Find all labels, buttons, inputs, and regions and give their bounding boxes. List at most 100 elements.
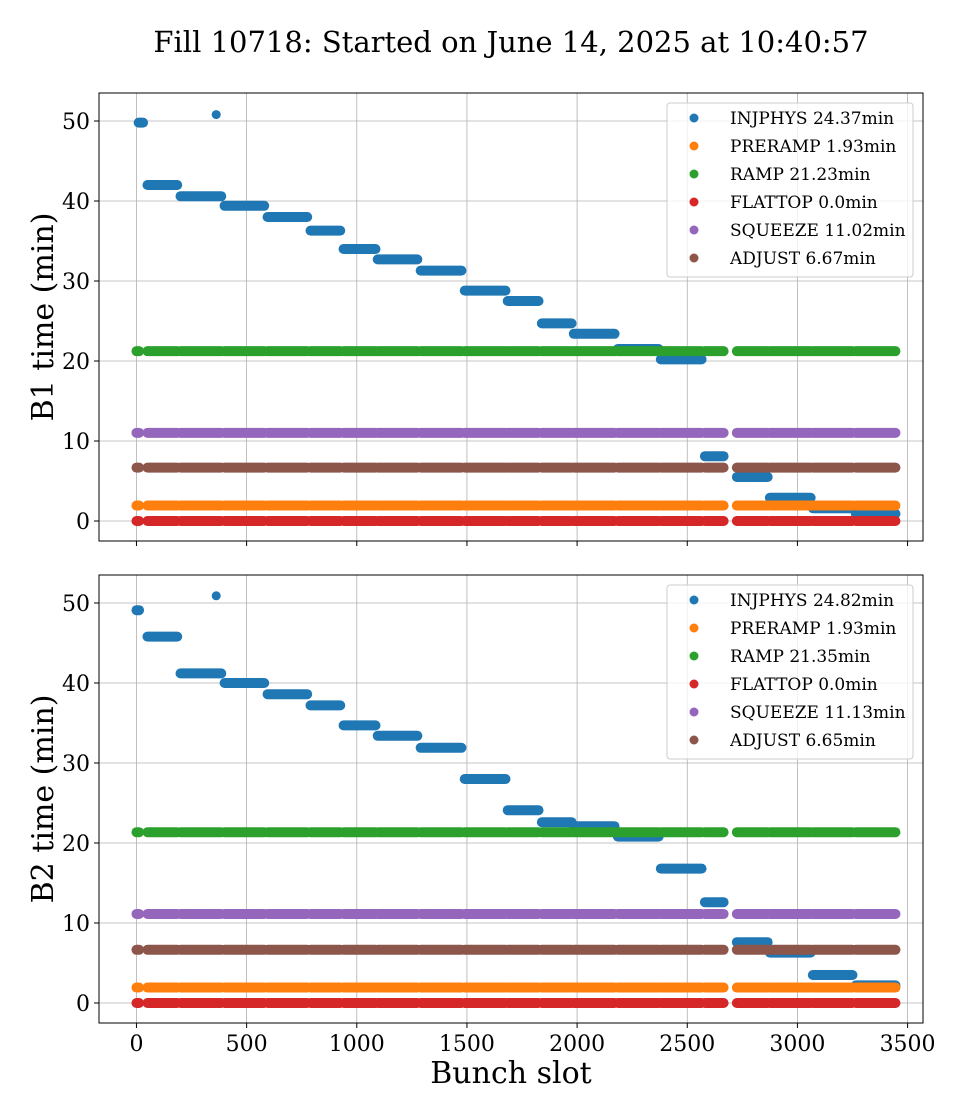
b2-preramp-point: [731, 982, 773, 993]
b1-preramp-point: [305, 500, 346, 511]
b2-squeeze-point: [764, 908, 816, 919]
b2-preramp-point: [568, 982, 620, 993]
b2-flattop-point: [764, 998, 816, 1008]
b2-injphys-point: [338, 720, 381, 731]
b2-preramp-point: [655, 982, 707, 993]
b1-ramp-point: [415, 346, 467, 357]
b2-x-tick-label: 0: [129, 1032, 143, 1057]
b1-flattop-point: [131, 516, 145, 526]
b1-flattop-point: [502, 516, 544, 526]
b2-squeeze-point: [415, 908, 467, 919]
b1-legend-marker-injphys: [689, 113, 699, 123]
b2-adjust-point: [175, 944, 227, 955]
b1-ramp-point: [131, 346, 145, 357]
b2-adjust-point: [807, 944, 858, 955]
b1-injphys-point: [655, 354, 707, 365]
b2-squeeze-point: [372, 908, 423, 919]
b2-adjust-point: [850, 944, 901, 955]
b2-y-axis-label: B2 time (min): [26, 695, 61, 904]
b1-injphys-point: [142, 180, 183, 190]
b1-squeeze-point: [142, 427, 183, 438]
b1-flattop-point: [262, 516, 313, 526]
b2-flattop-point: [142, 998, 183, 1008]
b1-adjust-point: [219, 462, 270, 473]
b2-ramp-point: [415, 827, 467, 838]
b1-y-tick-label: 50: [62, 110, 90, 135]
b2-injphys-point: [372, 730, 423, 741]
b2-injphys-point: [305, 700, 346, 711]
b1-preramp-point: [175, 500, 227, 511]
b1-preramp-point: [502, 500, 544, 511]
b1-injphys-point: [731, 472, 773, 482]
b1-injphys-point: [764, 492, 816, 503]
b2-flattop-point: [262, 998, 313, 1008]
b2-preramp-point: [536, 982, 577, 993]
b1-preramp-point: [459, 500, 511, 511]
b2-injphys-point: [536, 817, 577, 828]
b1-ramp-point: [262, 346, 313, 357]
b2-adjust-point: [764, 944, 816, 955]
b1-injphys-point: [262, 212, 313, 222]
b2-flattop-point: [219, 998, 270, 1008]
b1-flattop-point: [850, 516, 901, 526]
b1-adjust-point: [415, 462, 467, 473]
b2-adjust-point: [305, 944, 346, 955]
b1-adjust-point: [459, 462, 511, 473]
b1-squeeze-point: [338, 427, 381, 438]
b1-adjust-point: [372, 462, 423, 473]
b2-injphys-point: [731, 937, 773, 948]
b2-injphys-point: [807, 970, 858, 980]
b1-adjust-point: [536, 462, 577, 473]
b2-preramp-point: [142, 982, 183, 993]
b1-adjust-point: [305, 462, 346, 473]
b2-flattop-point: [612, 998, 664, 1008]
b1-preramp-point: [568, 500, 620, 511]
b1-ramp-point: [459, 346, 511, 357]
b2-ramp-point: [807, 827, 858, 838]
b2-ramp-point: [568, 827, 620, 838]
b1-injphys-point: [219, 200, 270, 211]
b2-adjust-point: [338, 944, 381, 955]
b1-preramp-point: [219, 500, 270, 511]
b2-x-tick-label: 1500: [439, 1032, 495, 1057]
b2-x-tick-label: 3000: [769, 1032, 825, 1057]
b2-injphys-point: [415, 742, 467, 753]
b1-injphys-point: [568, 328, 620, 339]
b1-legend-label-flattop: FLATTOP 0.0min: [730, 193, 878, 213]
b2-preramp-point: [612, 982, 664, 993]
b2-x-tick-label: 1000: [329, 1032, 385, 1057]
b1-squeeze-point: [699, 427, 729, 438]
b2-ramp-point: [655, 827, 707, 838]
b1-injphys-point: [536, 318, 577, 329]
b1-preramp-point: [655, 500, 707, 511]
b1-squeeze-point: [459, 427, 511, 438]
b1-injphys-point: [372, 254, 423, 265]
b2-preramp-point: [131, 982, 145, 993]
b1-injphys-point: [459, 285, 511, 296]
b1-preramp-point: [731, 500, 773, 511]
b1-adjust-point: [699, 462, 729, 473]
b1-squeeze-point: [219, 427, 270, 438]
b2-preramp-point: [764, 982, 816, 993]
b2-y-tick-label: 20: [62, 832, 90, 857]
b2-plot-frame: [98, 574, 924, 1024]
b1-flattop-point: [655, 516, 707, 526]
b1-adjust-point: [338, 462, 381, 473]
b2-ramp-point: [175, 827, 227, 838]
b1-squeeze-point: [415, 427, 467, 438]
b1-injphys-point: [211, 110, 221, 120]
b2-ramp-point: [536, 827, 577, 838]
b1-legend-marker-preramp: [689, 141, 699, 151]
b2-adjust-point: [568, 944, 620, 955]
b1-adjust-point: [850, 462, 901, 473]
b1-preramp-point: [372, 500, 423, 511]
b2-preramp-point: [699, 982, 729, 993]
b2-preramp-point: [415, 982, 467, 993]
b2-squeeze-point: [219, 908, 270, 919]
b2-flattop-point: [731, 998, 773, 1008]
b1-flattop-point: [612, 516, 664, 526]
b2-legend-marker-adjust: [689, 735, 699, 745]
b1-adjust-point: [142, 462, 183, 473]
b2-flattop-point: [305, 998, 346, 1008]
